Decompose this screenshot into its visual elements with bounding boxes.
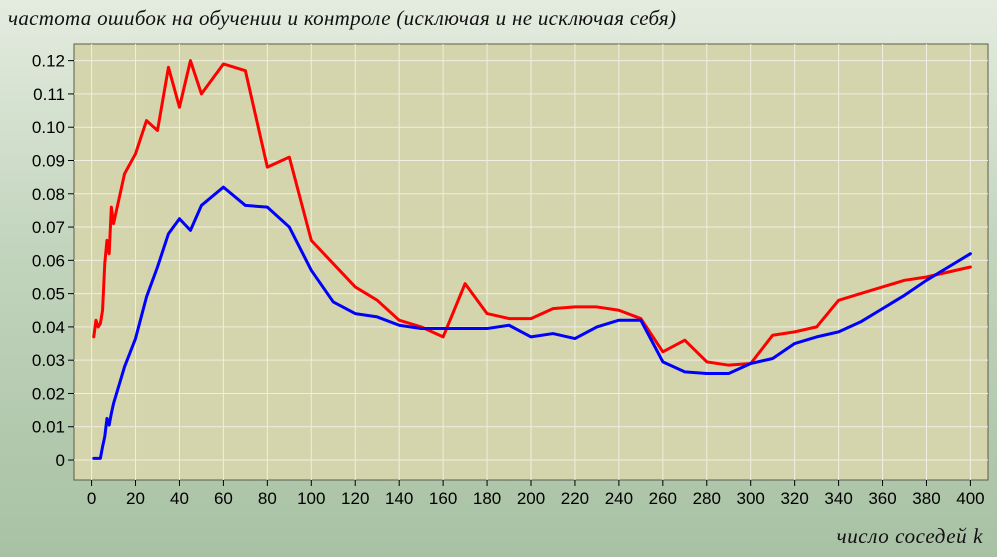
x-tick-label: 160 <box>429 489 457 508</box>
x-tick-label: 340 <box>824 489 852 508</box>
x-tick-label: 280 <box>693 489 721 508</box>
x-tick-label: 140 <box>385 489 413 508</box>
x-tick-label: 200 <box>517 489 545 508</box>
x-tick-label: 120 <box>341 489 369 508</box>
y-tick-label: 0.07 <box>32 218 65 237</box>
x-tick-label: 100 <box>297 489 325 508</box>
y-tick-label: 0.04 <box>32 318 65 337</box>
series-line-blue <box>92 185 972 460</box>
x-tick-label: 260 <box>649 489 677 508</box>
y-tick-label: 0.09 <box>32 151 65 170</box>
x-tick-label: 40 <box>170 489 189 508</box>
x-tick-label: 320 <box>780 489 808 508</box>
y-tick-label: 0.05 <box>32 285 65 304</box>
grid <box>74 44 988 480</box>
x-tick-label: 20 <box>126 489 145 508</box>
x-tick-label: 360 <box>868 489 896 508</box>
series-line-red <box>92 59 972 367</box>
y-tick-label: 0.06 <box>32 251 65 270</box>
x-tick-label: 180 <box>473 489 501 508</box>
x-tick-label: 60 <box>214 489 233 508</box>
series-layer <box>92 59 972 460</box>
x-tick-label: 240 <box>605 489 633 508</box>
x-tick-label: 0 <box>87 489 96 508</box>
x-tick-label: 380 <box>912 489 940 508</box>
x-tick-label: 220 <box>561 489 589 508</box>
y-tick-label: 0.02 <box>32 384 65 403</box>
y-tick-label: 0 <box>56 451 65 470</box>
x-tick-label: 80 <box>258 489 277 508</box>
x-tick-label: 400 <box>956 489 984 508</box>
x-axis-label: число соседей k <box>836 524 983 548</box>
y-tick-label: 0.12 <box>32 52 65 71</box>
chart-title: частота ошибок на обучении и контроле (и… <box>8 6 677 30</box>
y-tick-label: 0.08 <box>32 185 65 204</box>
y-tick-label: 0.01 <box>32 418 65 437</box>
y-tick-label: 0.11 <box>33 85 65 104</box>
y-tick-label: 0.10 <box>32 118 65 137</box>
y-tick-label: 0.03 <box>32 351 65 370</box>
axes: 0 20 40 60 80 100 120 140 160 180 200 220 240 260 280 3… <box>32 52 985 508</box>
x-tick-label: 300 <box>737 489 765 508</box>
